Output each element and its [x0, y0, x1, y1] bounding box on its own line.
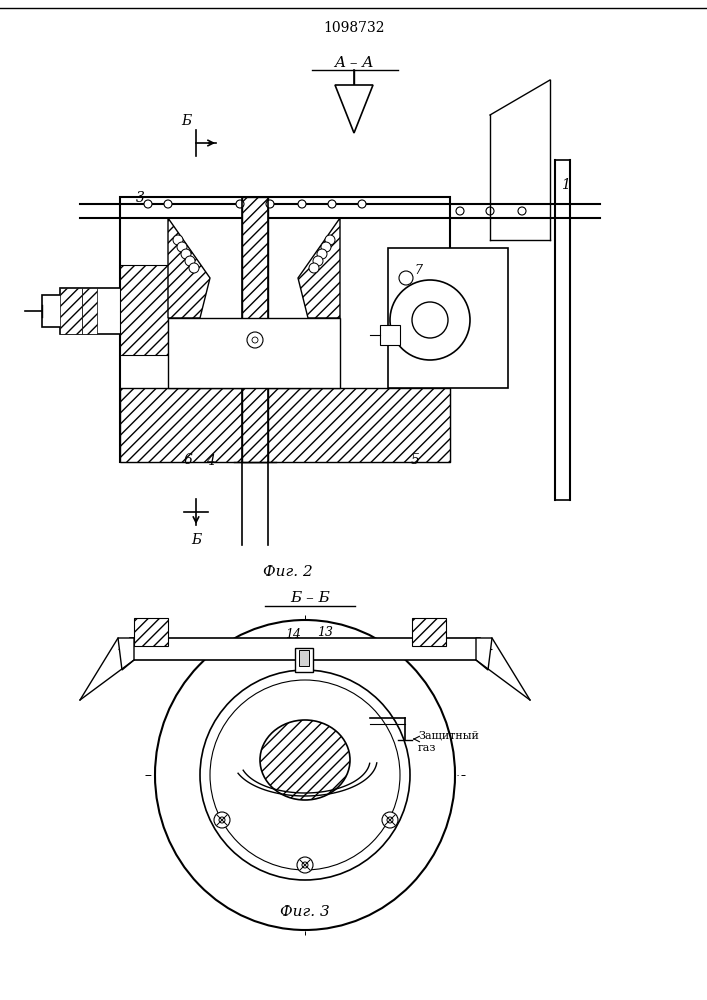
Bar: [388, 248, 508, 388]
Circle shape: [387, 817, 393, 823]
Circle shape: [164, 200, 172, 208]
Circle shape: [317, 249, 327, 259]
Bar: [299, 650, 309, 666]
Circle shape: [325, 235, 335, 245]
Circle shape: [144, 200, 152, 208]
Circle shape: [247, 332, 263, 348]
Text: Б – Б: Б – Б: [290, 591, 330, 605]
Circle shape: [210, 680, 400, 870]
Ellipse shape: [155, 620, 455, 930]
Circle shape: [358, 200, 366, 208]
Bar: [60, 288, 82, 334]
Text: Б: Б: [181, 114, 191, 128]
Text: 1098732: 1098732: [323, 21, 385, 35]
Bar: [42, 295, 64, 327]
Circle shape: [219, 817, 225, 823]
Text: A – A: A – A: [334, 56, 374, 70]
Bar: [120, 197, 450, 462]
Bar: [295, 648, 313, 672]
Polygon shape: [168, 218, 210, 318]
Circle shape: [328, 200, 336, 208]
Bar: [130, 638, 480, 660]
Text: 13: 13: [317, 626, 333, 640]
Text: 1: 1: [561, 178, 569, 192]
Circle shape: [309, 263, 319, 273]
Bar: [168, 318, 340, 388]
Circle shape: [399, 271, 413, 285]
Bar: [120, 388, 450, 462]
Circle shape: [173, 235, 183, 245]
Circle shape: [412, 302, 448, 338]
Circle shape: [200, 670, 410, 880]
Bar: [380, 325, 400, 345]
Circle shape: [214, 812, 230, 828]
Text: 5: 5: [411, 453, 419, 467]
Circle shape: [177, 242, 187, 252]
Polygon shape: [476, 638, 492, 670]
Circle shape: [313, 256, 323, 266]
Circle shape: [266, 200, 274, 208]
Polygon shape: [118, 638, 134, 670]
Polygon shape: [335, 85, 373, 133]
Bar: [400, 265, 450, 355]
Text: 3: 3: [136, 191, 144, 205]
Circle shape: [236, 200, 244, 208]
Bar: [134, 618, 168, 646]
Circle shape: [185, 256, 195, 266]
Circle shape: [189, 263, 199, 273]
Text: газ: газ: [418, 743, 436, 753]
Polygon shape: [298, 218, 340, 318]
Circle shape: [252, 337, 258, 343]
Circle shape: [382, 812, 398, 828]
Text: Защитный: Защитный: [418, 730, 479, 740]
Circle shape: [390, 280, 470, 360]
Bar: [242, 197, 268, 462]
Circle shape: [321, 242, 331, 252]
Bar: [412, 618, 446, 646]
Circle shape: [181, 249, 191, 259]
Text: 14: 14: [285, 629, 301, 642]
Ellipse shape: [260, 720, 350, 800]
Text: 4: 4: [206, 454, 214, 468]
Circle shape: [302, 862, 308, 868]
Text: 6: 6: [184, 453, 192, 467]
Text: Фиг. 2: Фиг. 2: [263, 565, 313, 579]
Text: 7: 7: [414, 263, 422, 276]
Bar: [60, 288, 125, 334]
Circle shape: [298, 200, 306, 208]
Bar: [82, 288, 97, 334]
Text: Б: Б: [191, 533, 201, 547]
Circle shape: [297, 857, 313, 873]
Bar: [120, 265, 168, 355]
Text: Фиг. 3: Фиг. 3: [280, 905, 330, 919]
